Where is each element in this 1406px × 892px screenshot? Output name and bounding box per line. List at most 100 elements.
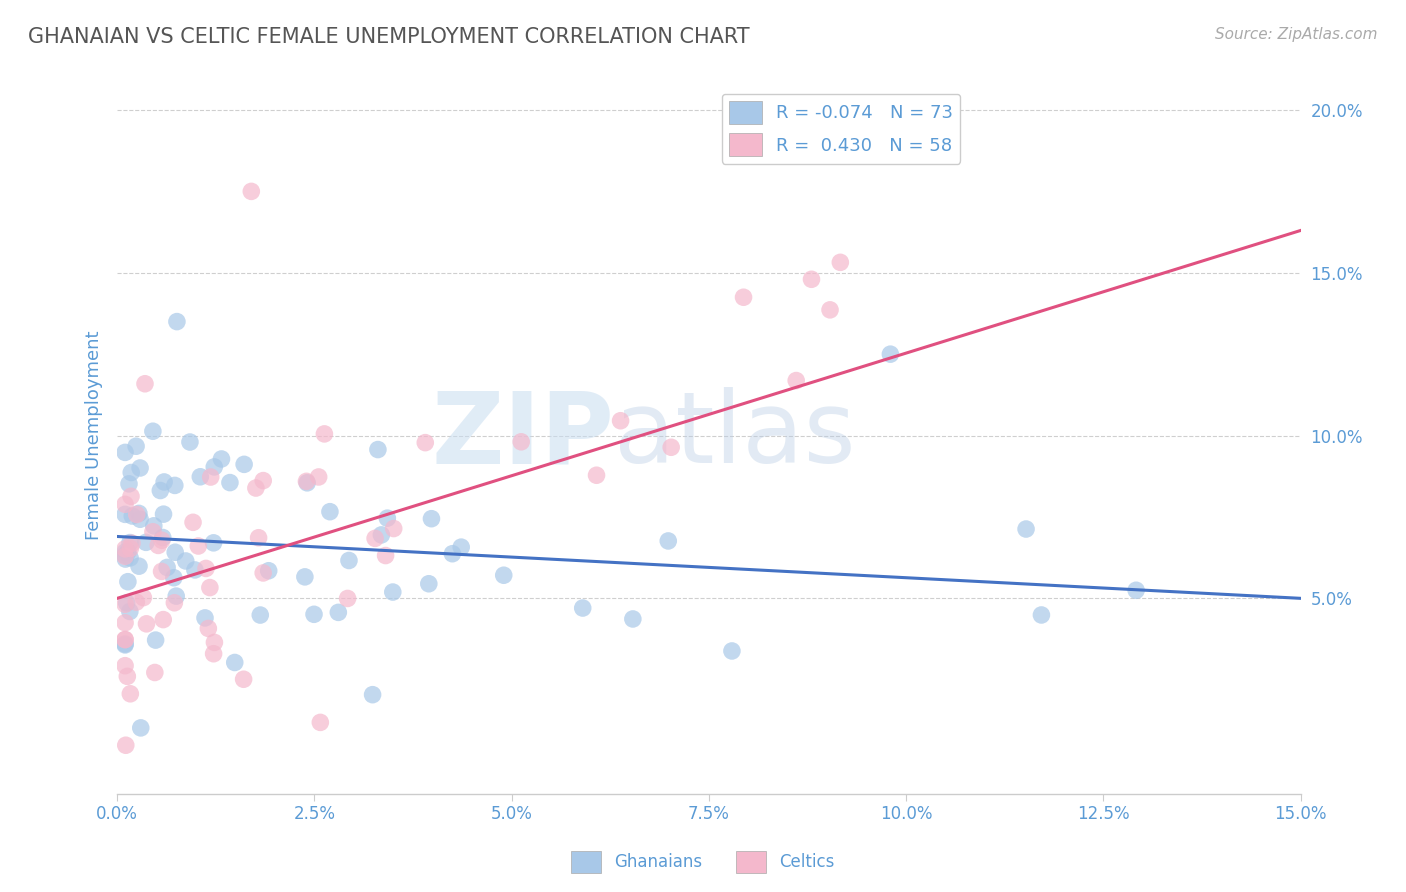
Point (294, 570, 316, 584)
Point (571, 601, 593, 615)
Point (134, 376, 156, 391)
Point (114, 632, 136, 647)
Point (233, 458, 256, 472)
Point (114, 497, 136, 511)
Point (114, 638, 136, 652)
Point (830, 255, 852, 269)
Legend: R = -0.074   N = 73, R =  0.430   N = 58: R = -0.074 N = 73, R = 0.430 N = 58 (721, 94, 960, 163)
Point (143, 665, 166, 680)
Point (197, 622, 219, 636)
Point (120, 550, 142, 565)
Point (120, 541, 142, 556)
Point (418, 576, 440, 591)
Point (114, 738, 136, 752)
Point (450, 540, 472, 554)
Point (364, 532, 387, 546)
Point (156, 560, 179, 574)
Point (128, 559, 150, 574)
Point (114, 632, 136, 647)
Point (818, 302, 841, 317)
Point (621, 612, 644, 626)
Point (125, 439, 148, 453)
Point (382, 522, 405, 536)
Point (336, 591, 359, 606)
Point (188, 469, 211, 483)
Point (204, 635, 226, 649)
Point (252, 474, 274, 488)
Legend: Ghanaians, Celtics: Ghanaians, Celtics (565, 845, 841, 880)
Point (413, 435, 436, 450)
Point (375, 511, 398, 525)
Point (381, 585, 404, 599)
Point (118, 535, 141, 549)
Point (114, 445, 136, 459)
Point (257, 564, 280, 578)
Point (308, 470, 330, 484)
Point (328, 606, 350, 620)
Point (114, 549, 136, 564)
Point (219, 475, 242, 490)
Point (163, 596, 186, 610)
Point (142, 518, 165, 533)
Point (224, 656, 246, 670)
Point (163, 571, 186, 585)
Point (121, 536, 143, 550)
Point (179, 435, 201, 450)
Point (337, 553, 360, 567)
Point (184, 563, 207, 577)
Point (510, 434, 533, 449)
Text: Source: ZipAtlas.com: Source: ZipAtlas.com (1215, 27, 1378, 42)
Y-axis label: Female Unemployment: Female Unemployment (86, 331, 103, 541)
Point (114, 615, 136, 630)
Point (659, 440, 682, 454)
Point (247, 531, 270, 545)
Point (114, 545, 136, 559)
Point (153, 475, 176, 489)
Point (163, 478, 186, 492)
Point (152, 613, 174, 627)
Point (166, 315, 188, 329)
Point (198, 581, 221, 595)
Point (785, 374, 807, 388)
Point (245, 481, 267, 495)
Point (152, 507, 174, 521)
Point (129, 512, 152, 526)
Point (125, 595, 148, 609)
Point (115, 596, 138, 610)
Point (194, 611, 217, 625)
Point (149, 483, 172, 498)
Point (125, 508, 148, 522)
Point (800, 272, 823, 286)
Point (114, 549, 136, 563)
Point (302, 607, 325, 622)
Point (187, 539, 209, 553)
Point (142, 524, 165, 539)
Point (211, 452, 233, 467)
Point (165, 545, 187, 559)
Point (128, 507, 150, 521)
Point (441, 547, 464, 561)
Point (879, 347, 901, 361)
Point (361, 688, 384, 702)
Point (202, 536, 225, 550)
Point (733, 290, 755, 304)
Point (370, 528, 392, 542)
Point (120, 466, 142, 480)
Point (121, 509, 143, 524)
Point (367, 442, 389, 457)
Point (114, 508, 136, 522)
Point (721, 644, 744, 658)
Point (181, 516, 204, 530)
Point (114, 597, 136, 611)
Point (148, 538, 170, 552)
Point (150, 565, 173, 579)
Point (142, 424, 165, 438)
Point (129, 461, 152, 475)
Point (1031, 607, 1053, 622)
Point (114, 552, 136, 566)
Point (492, 568, 515, 582)
Point (129, 721, 152, 735)
Point (295, 475, 318, 489)
Point (118, 605, 141, 619)
Point (120, 687, 142, 701)
